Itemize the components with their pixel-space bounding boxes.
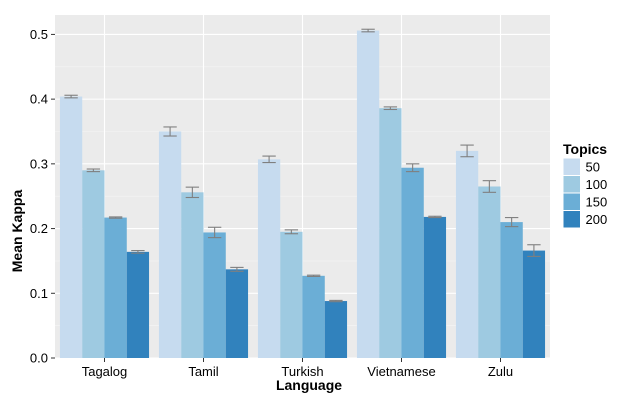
error-bar bbox=[361, 28, 375, 33]
bar bbox=[478, 186, 501, 358]
error-bar bbox=[306, 274, 321, 278]
x-axis: Tagalog Tamil Turkish Vietnamese Zulu bbox=[82, 358, 513, 379]
y-tick-label: 0.2 bbox=[30, 221, 48, 236]
bar bbox=[280, 231, 303, 358]
error-bar bbox=[527, 244, 541, 257]
x-tick-label: Vietnamese bbox=[367, 364, 435, 379]
x-axis-title: Language bbox=[276, 377, 342, 393]
error-bar bbox=[108, 216, 123, 219]
bar bbox=[522, 250, 546, 358]
bar bbox=[379, 108, 402, 359]
legend-label: 50 bbox=[586, 159, 600, 174]
bar bbox=[401, 167, 424, 358]
bar bbox=[356, 30, 380, 359]
bar bbox=[500, 222, 523, 358]
legend-label: 100 bbox=[586, 177, 608, 192]
legend-title: Topics bbox=[563, 141, 607, 157]
legend-key bbox=[562, 157, 581, 176]
x-tick-label: Tagalog bbox=[82, 364, 128, 379]
error-bar bbox=[284, 229, 299, 235]
y-tick-label: 0.0 bbox=[30, 351, 48, 366]
y-tick-label: 0.4 bbox=[30, 92, 48, 107]
bar bbox=[257, 159, 281, 358]
bar bbox=[158, 131, 182, 358]
y-tick-label: 0.5 bbox=[30, 27, 48, 42]
error-bar bbox=[185, 186, 200, 199]
bar bbox=[104, 217, 127, 358]
error-bar bbox=[329, 299, 343, 303]
y-tick-label: 0.1 bbox=[30, 286, 48, 301]
error-bars bbox=[64, 28, 541, 303]
x-tick-label: Zulu bbox=[488, 364, 513, 379]
bar bbox=[203, 232, 226, 358]
error-bar bbox=[64, 94, 78, 99]
legend-key bbox=[562, 192, 581, 211]
bar bbox=[225, 269, 249, 358]
legend-key bbox=[562, 210, 581, 229]
error-bar bbox=[86, 168, 101, 173]
bar bbox=[455, 150, 479, 358]
x-tick-label: Tamil bbox=[188, 364, 218, 379]
error-bar bbox=[405, 163, 420, 173]
error-bar bbox=[131, 250, 145, 254]
y-tick-label: 0.3 bbox=[30, 156, 48, 171]
error-bar bbox=[383, 106, 398, 111]
legend-key bbox=[562, 175, 581, 194]
legend-label: 200 bbox=[586, 212, 608, 227]
error-bar bbox=[207, 226, 222, 239]
error-bar bbox=[482, 180, 497, 193]
bar bbox=[423, 216, 447, 358]
error-bar bbox=[163, 126, 177, 137]
legend-label: 150 bbox=[586, 194, 608, 209]
error-bar bbox=[428, 215, 442, 219]
y-axis-title: Mean Kappa bbox=[9, 190, 25, 273]
bar bbox=[324, 301, 348, 358]
x-tick-label: Turkish bbox=[281, 364, 323, 379]
bar bbox=[302, 275, 325, 358]
y-axis: 0.0 0.1 0.2 0.3 0.4 0.5 bbox=[30, 27, 55, 366]
legend: Topics 50 100 150 200 bbox=[562, 141, 608, 229]
error-bar bbox=[504, 217, 519, 228]
bars bbox=[59, 30, 546, 359]
bar bbox=[59, 96, 83, 358]
bar bbox=[126, 251, 150, 358]
bar bbox=[181, 192, 204, 358]
error-bar bbox=[262, 155, 276, 164]
error-bar bbox=[460, 144, 474, 158]
bar bbox=[82, 170, 105, 358]
error-bar bbox=[230, 266, 244, 272]
